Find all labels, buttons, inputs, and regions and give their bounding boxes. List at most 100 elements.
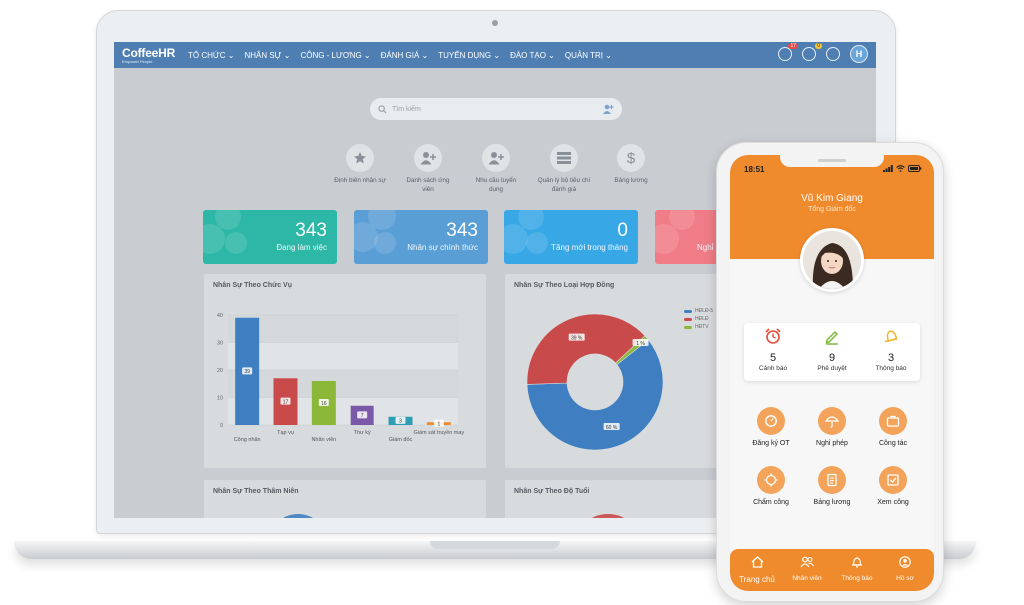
laptop-notch xyxy=(430,541,560,549)
add-user-icon xyxy=(482,144,510,172)
stat-value: 0 xyxy=(617,220,628,241)
user-avatar[interactable]: H xyxy=(850,45,868,63)
slice-label: 1 % xyxy=(636,341,645,347)
data-label: 7 xyxy=(361,413,364,419)
data-label: 1 xyxy=(437,421,440,427)
action-payslip[interactable]: Bảng lương xyxy=(802,466,862,506)
status-icons xyxy=(883,165,922,172)
panel-title: Nhân Sự Theo Thâm Niên xyxy=(213,488,299,495)
data-label: 16 xyxy=(321,401,327,407)
slice-label: 39 % xyxy=(571,335,583,341)
x-tick-label: Giám sát truyền may xyxy=(413,430,464,436)
main-menu: TỔ CHỨC ⌄ NHÂN SỰ ⌄ CÔNG - LƯƠNG ⌄ ĐÁNH … xyxy=(188,51,612,60)
legend-label: HĐLĐ-5 xyxy=(695,308,714,314)
action-register-ot[interactable]: Đăng ký OT xyxy=(741,407,801,447)
data-label-bg xyxy=(242,367,253,375)
bell-icon xyxy=(884,330,898,343)
globe-icon[interactable]: 17 xyxy=(778,43,798,61)
menu-label: NHÂN SỰ xyxy=(244,50,282,60)
stat-approvals[interactable]: 9 Phê duyệt xyxy=(803,327,861,372)
panel-title: Nhân Sự Theo Độ Tuổi xyxy=(514,488,590,495)
users-icon xyxy=(800,556,814,568)
bottom-tab-bar: Trang chủ Nhân viên Thông báo Hồ sơ xyxy=(730,549,934,591)
action-label: Bảng lương xyxy=(813,499,851,506)
bell-badge: 0 xyxy=(815,43,822,49)
mobile-screen: 18:51 Vũ Kim Giang Tổng Giám đốc xyxy=(730,155,934,591)
logo-text: CoffeeHR xyxy=(122,46,176,60)
notification-badge: 17 xyxy=(788,43,798,49)
logo-tagline: Empower People xyxy=(122,59,153,64)
briefcase-icon xyxy=(879,407,907,435)
profile-photo[interactable] xyxy=(800,228,864,292)
action-timekeeping[interactable]: Chấm công xyxy=(741,466,801,506)
action-label: Chấm công xyxy=(753,499,789,506)
chart-legend: HĐLĐ-5 HĐLĐ HĐTV xyxy=(684,308,713,332)
phone-frame: 18:51 Vũ Kim Giang Tổng Giám đốc xyxy=(716,142,944,602)
quick-link-candidates[interactable]: Danh sách ứng viên xyxy=(396,144,460,194)
grid-band xyxy=(228,370,458,398)
action-label: Nghỉ phép xyxy=(816,440,848,447)
quick-link-recruit-needs[interactable]: Nhu cầu tuyển dụng xyxy=(464,144,528,194)
top-navbar: CoffeeHR Empower People TỔ CHỨC ⌄ NHÂN S… xyxy=(114,42,876,68)
profile-icon xyxy=(899,556,911,568)
tab-employees[interactable]: Nhân viên xyxy=(784,555,830,582)
search-bar[interactable]: Tìm kiếm xyxy=(370,98,622,120)
legend-item[interactable]: HĐLĐ xyxy=(684,316,713,322)
menu-label: TUYỂN DỤNG xyxy=(438,50,492,60)
action-business-trip[interactable]: Công tác xyxy=(863,407,923,447)
tab-profile[interactable]: Hồ sơ xyxy=(882,555,928,582)
tab-label: Hồ sơ xyxy=(896,575,914,582)
add-user-icon[interactable] xyxy=(602,103,614,115)
stat-card-working[interactable]: 343 Đang làm việc xyxy=(203,210,337,264)
x-tick-label: Nhân viên xyxy=(311,437,336,443)
menu-item-tuyen-dung[interactable]: TUYỂN DỤNG ⌄ xyxy=(438,50,501,60)
menu-label: TỔ CHỨC xyxy=(188,50,226,60)
stat-card-new[interactable]: 0 Tăng mới trong tháng xyxy=(504,210,638,264)
data-label-bg xyxy=(318,399,329,406)
timer-icon xyxy=(757,407,785,435)
menu-item-nhan-su[interactable]: NHÂN SỰ ⌄ xyxy=(244,50,291,60)
action-label: Công tác xyxy=(878,440,908,447)
tab-notifications[interactable]: Thông báo xyxy=(834,555,880,582)
menu-item-cong-luong[interactable]: CÔNG - LƯƠNG ⌄ xyxy=(300,50,371,60)
quick-link-payroll[interactable]: $ Bảng lương xyxy=(599,144,663,186)
laptop-camera xyxy=(492,20,498,26)
legend-item[interactable]: HĐTV xyxy=(684,324,713,330)
user-role: Tổng Giám đốc xyxy=(808,206,856,213)
legend-item[interactable]: HĐLĐ-5 xyxy=(684,308,713,314)
stat-label: Phê duyệt xyxy=(817,365,847,372)
panel-by-position: Nhân Sự Theo Chức Vụ 0 10 20 30 40 39 Công nhâ… xyxy=(204,274,486,468)
data-label: 3 xyxy=(399,419,402,425)
slice xyxy=(526,339,664,451)
quick-link-criteria[interactable]: Quản lý bộ tiêu chí đánh giá xyxy=(532,144,596,194)
grid-band xyxy=(228,315,458,343)
action-view-attendance[interactable]: Xem công xyxy=(863,466,923,506)
stat-notifications[interactable]: 3 Thông báo xyxy=(862,327,920,372)
bell-icon[interactable]: 0 xyxy=(802,43,822,61)
menu-label: ĐÁNH GIÁ xyxy=(380,50,420,60)
donut-chart: 60 % 39 % 1 % xyxy=(526,313,664,451)
action-leave[interactable]: Nghỉ phép xyxy=(802,407,862,447)
info-icon[interactable] xyxy=(826,47,840,61)
x-tick-label: Công nhân xyxy=(234,437,261,443)
tab-label: Nhân viên xyxy=(792,575,822,582)
data-label: 17 xyxy=(283,399,289,405)
stat-label: Tăng mới trong tháng xyxy=(551,243,628,252)
battery-icon xyxy=(908,165,922,172)
action-label: Đăng ký OT xyxy=(752,440,790,447)
menu-item-danh-gia[interactable]: ĐÁNH GIÁ ⌄ xyxy=(380,50,429,60)
tab-home[interactable]: Trang chủ xyxy=(734,555,780,584)
stat-alerts[interactable]: 5 Cảnh báo xyxy=(744,327,802,372)
stat-label: Nghỉ xyxy=(697,243,714,252)
menu-item-to-chuc[interactable]: TỔ CHỨC ⌄ xyxy=(188,50,235,60)
menu-item-quan-tri[interactable]: QUẢN TRỊ ⌄ xyxy=(564,50,612,60)
quick-link-headcount[interactable]: Định biên nhân sự xyxy=(328,144,392,186)
legend-label: HĐTV xyxy=(695,324,709,330)
tab-label: Thông báo xyxy=(841,575,873,582)
panel-title: Nhân Sự Theo Loại Hợp Đồng xyxy=(514,282,615,289)
x-tick-label: Thư ký xyxy=(354,430,371,436)
menu-item-dao-tao[interactable]: ĐÀO TẠO ⌄ xyxy=(510,50,555,60)
slice-label-bg xyxy=(568,333,585,341)
stat-card-official[interactable]: 343 Nhân sự chính thức xyxy=(354,210,488,264)
app-logo[interactable]: CoffeeHR Empower People xyxy=(114,42,184,68)
